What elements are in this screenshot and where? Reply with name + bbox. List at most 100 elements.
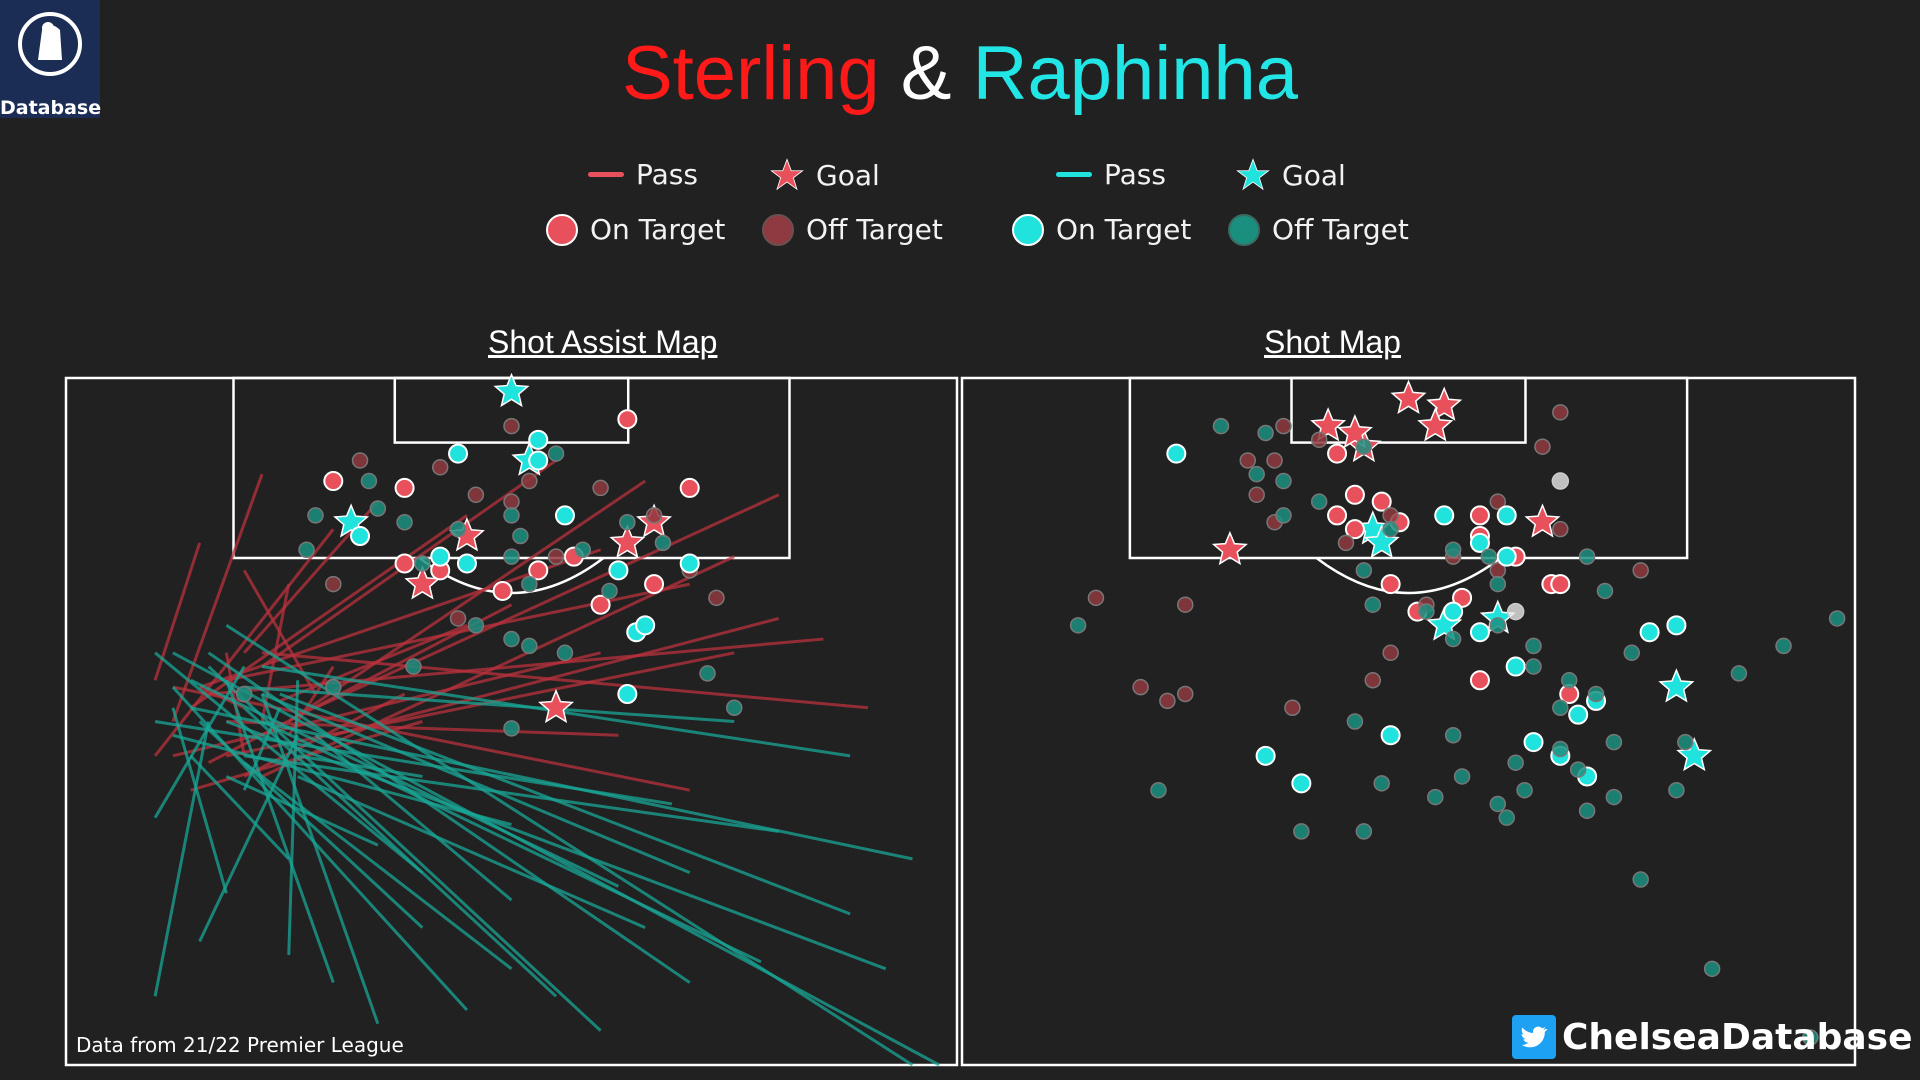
off-target-sterling xyxy=(1444,548,1462,565)
off-target-sterling xyxy=(1489,493,1507,510)
off-target-raphinha xyxy=(360,472,378,490)
goal-star-sterling xyxy=(1524,503,1561,538)
off-target-raphinha xyxy=(1605,733,1623,751)
off-target-raphinha xyxy=(1828,610,1846,627)
goal-star-sterling xyxy=(448,517,485,552)
pass-line-sterling xyxy=(172,651,601,758)
off-target-sterling xyxy=(1310,431,1328,449)
pass-line-raphinha xyxy=(287,680,300,956)
on-target-raphinha xyxy=(1505,656,1526,677)
off-target-raphinha xyxy=(1668,781,1685,799)
off-target-raphinha xyxy=(1444,630,1462,648)
pass-line-sterling xyxy=(199,548,602,689)
twitter-icon xyxy=(1512,1015,1556,1059)
off-target-raphinha xyxy=(414,555,431,572)
on-target-raphinha xyxy=(1443,601,1464,622)
off-target-raphinha xyxy=(235,685,253,703)
on-target-raphinha xyxy=(430,546,451,567)
on-target-raphinha xyxy=(679,553,700,574)
pass-line-sterling xyxy=(226,582,691,682)
off-target-raphinha xyxy=(503,630,520,648)
pass-line-sterling xyxy=(332,616,780,737)
legend-sterling-pass: Pass xyxy=(588,158,698,191)
pitch-outline xyxy=(64,376,959,1067)
pass-line-sterling xyxy=(243,500,379,654)
on-target-sterling xyxy=(617,409,638,430)
off-target-raphinha xyxy=(1355,562,1373,579)
penalty-box xyxy=(1128,376,1689,560)
on-target-sterling xyxy=(1327,505,1348,526)
pass-line-sterling xyxy=(199,685,245,710)
pass-line-raphinha xyxy=(190,678,620,888)
on-target-sterling xyxy=(1389,512,1410,533)
on-target-sterling xyxy=(679,477,700,498)
on-target-sterling xyxy=(1327,443,1348,464)
legend-sterling-on-target: On Target xyxy=(546,213,725,246)
off-target-raphinha xyxy=(1623,644,1640,662)
penalty-arc xyxy=(1315,556,1502,595)
pass-line-raphinha xyxy=(297,754,423,778)
goal-star-sterling xyxy=(1417,407,1454,442)
on-target-sterling xyxy=(323,471,344,492)
on-target-sterling xyxy=(1559,684,1580,705)
legend-label: Pass xyxy=(636,158,698,191)
on-target-raphinha xyxy=(554,505,575,526)
off-target-raphinha xyxy=(1560,672,1578,689)
on-target-raphinha xyxy=(1577,766,1598,787)
off-target-raphinha xyxy=(1703,960,1721,978)
on-target-raphinha xyxy=(1469,532,1490,553)
off-target-sterling xyxy=(1284,699,1301,717)
off-target-raphinha xyxy=(1257,424,1274,442)
off-target-raphinha xyxy=(1578,802,1596,820)
pass-line-raphinha xyxy=(154,720,673,806)
off-target-raphinha xyxy=(1525,637,1542,655)
pass-line-raphinha xyxy=(189,754,290,860)
pass-line-raphinha xyxy=(207,651,691,984)
off-target-sterling xyxy=(521,472,538,490)
pass-line-raphinha xyxy=(225,775,379,847)
pass-line-sterling xyxy=(314,493,780,710)
off-target-raphinha xyxy=(1525,658,1542,675)
pass-line-raphinha xyxy=(243,706,558,998)
title-raphinha: Raphinha xyxy=(972,31,1298,116)
on-target-raphinha xyxy=(1496,505,1517,526)
legend-label: Off Target xyxy=(806,213,943,246)
goal-star-raphinha xyxy=(1676,736,1713,772)
goal-star-sterling xyxy=(1390,379,1427,414)
pitch-outline xyxy=(960,376,1857,1067)
off-target-raphinha xyxy=(325,678,342,696)
off-target-raphinha xyxy=(405,658,422,675)
legend-sterling-off-target: Off Target xyxy=(762,213,943,246)
legend-raphinha-goal: Goal xyxy=(1236,158,1346,192)
off-target-sterling xyxy=(1489,562,1507,579)
pass-line-raphinha xyxy=(314,734,513,902)
on-target-sterling xyxy=(590,594,611,615)
off-target-sterling xyxy=(431,459,449,476)
on-target-sterling xyxy=(528,560,549,581)
on-target-raphinha xyxy=(528,450,549,471)
pass-line-raphinha xyxy=(172,651,940,1067)
off-target-raphinha xyxy=(1489,575,1507,593)
off-target-sterling xyxy=(1087,589,1105,607)
on-target-sterling xyxy=(1469,526,1490,547)
pass-line-sterling xyxy=(226,651,735,758)
pass-line-sterling xyxy=(171,473,264,723)
goal-star-sterling xyxy=(1211,530,1248,566)
off-target-sterling xyxy=(1159,692,1176,710)
off-target-raphinha xyxy=(1552,699,1569,717)
off-target-sterling xyxy=(1552,520,1569,538)
on-target-raphinha xyxy=(1586,690,1607,711)
on-target-raphinha xyxy=(456,553,477,574)
shot-point-other xyxy=(1506,602,1525,621)
pass-line-raphinha xyxy=(244,685,735,723)
on-target-raphinha xyxy=(1666,615,1687,636)
dot-icon xyxy=(1228,213,1260,246)
on-target-sterling xyxy=(1505,546,1526,567)
star-icon xyxy=(770,158,804,191)
data-credit: Data from 21/22 Premier League xyxy=(76,1033,404,1057)
on-target-sterling xyxy=(492,580,513,601)
lion-crest-icon xyxy=(18,12,82,76)
on-target-sterling xyxy=(394,553,415,574)
off-target-raphinha xyxy=(1507,754,1524,771)
pass-line-sterling xyxy=(189,514,468,709)
